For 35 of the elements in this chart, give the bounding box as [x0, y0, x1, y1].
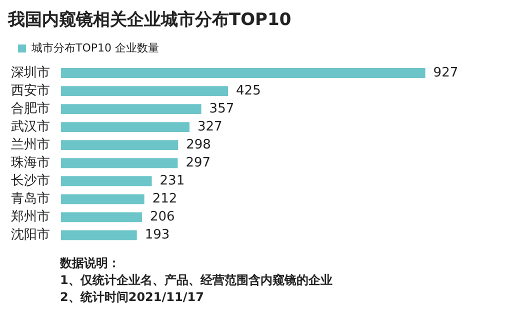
chart-title: 我国内窥镜相关企业城市分布TOP10 — [8, 9, 292, 31]
data-label: 357 — [209, 101, 234, 116]
text: 1、仅统计企业名、产品、经营范围含内窥镜的企业 — [60, 272, 334, 289]
y-tick-label: 长沙市 — [11, 174, 50, 189]
y-tick-label: 郑州市 — [11, 210, 50, 225]
y-tick-label: 珠海市 — [11, 155, 50, 170]
y-tick-label: 沈阳市 — [11, 228, 50, 243]
data-label: 206 — [150, 210, 175, 225]
bar — [61, 104, 202, 114]
y-tick-label: 深圳市 — [11, 65, 50, 80]
data-label: 193 — [144, 228, 170, 243]
legend-label: 城市分布TOP10 企业数量 — [30, 41, 160, 54]
bar — [61, 230, 137, 240]
text: 数据说明： — [60, 255, 121, 272]
bar — [61, 176, 152, 186]
bar — [61, 86, 228, 96]
y-tick-label: 合肥市 — [11, 101, 50, 116]
y-tick-label: 武汉市 — [11, 119, 50, 134]
bar — [61, 158, 178, 168]
bar — [61, 212, 142, 222]
data-label: 231 — [160, 174, 185, 189]
data-label: 327 — [198, 119, 222, 134]
text: 2、统计时间2021/11/17 — [60, 289, 205, 306]
bar — [61, 122, 190, 132]
y-tick-label: 西安市 — [11, 82, 50, 98]
data-label: 425 — [236, 83, 261, 98]
bar — [61, 140, 178, 150]
data-label: 297 — [186, 155, 211, 170]
y-tick-label: 兰州市 — [11, 137, 50, 152]
data-label: 298 — [186, 137, 211, 152]
y-tick-label: 青岛市 — [11, 192, 50, 207]
bar — [61, 68, 426, 78]
data-label: 212 — [152, 192, 178, 207]
data-label: 927 — [433, 65, 458, 80]
bar — [61, 194, 144, 204]
